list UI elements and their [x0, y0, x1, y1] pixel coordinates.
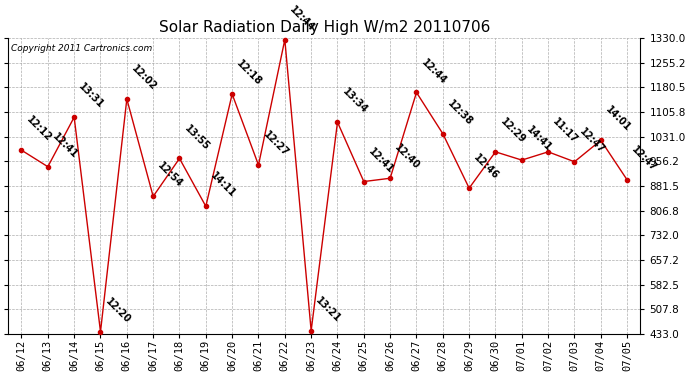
Text: 12:12: 12:12 — [24, 115, 53, 144]
Text: 12:41: 12:41 — [366, 146, 395, 175]
Title: Solar Radiation Daily High W/m2 20110706: Solar Radiation Daily High W/m2 20110706 — [159, 20, 490, 35]
Text: 11:17: 11:17 — [551, 116, 580, 145]
Text: 12:41: 12:41 — [50, 131, 79, 160]
Text: 12:47: 12:47 — [577, 126, 606, 155]
Text: 13:21: 13:21 — [314, 295, 343, 324]
Text: 13:34: 13:34 — [340, 87, 369, 116]
Text: 14:41: 14:41 — [524, 124, 553, 153]
Text: 14:11: 14:11 — [208, 171, 237, 200]
Text: 14:01: 14:01 — [604, 105, 633, 134]
Text: 12:47: 12:47 — [630, 144, 659, 173]
Text: 12:44: 12:44 — [419, 57, 448, 86]
Text: 12:02: 12:02 — [130, 63, 159, 93]
Text: 12:29: 12:29 — [498, 116, 527, 145]
Text: 12:20: 12:20 — [103, 296, 132, 325]
Text: 12:38: 12:38 — [446, 98, 475, 127]
Text: 12:54: 12:54 — [156, 161, 185, 190]
Text: 12:27: 12:27 — [261, 129, 290, 159]
Text: 13:55: 13:55 — [182, 123, 211, 152]
Text: 12:18: 12:18 — [235, 58, 264, 87]
Text: 13:31: 13:31 — [77, 82, 106, 111]
Text: 12:40: 12:40 — [393, 142, 422, 172]
Text: 12:44: 12:44 — [288, 4, 317, 33]
Text: Copyright 2011 Cartronics.com: Copyright 2011 Cartronics.com — [12, 44, 152, 53]
Text: 12:46: 12:46 — [472, 153, 501, 182]
